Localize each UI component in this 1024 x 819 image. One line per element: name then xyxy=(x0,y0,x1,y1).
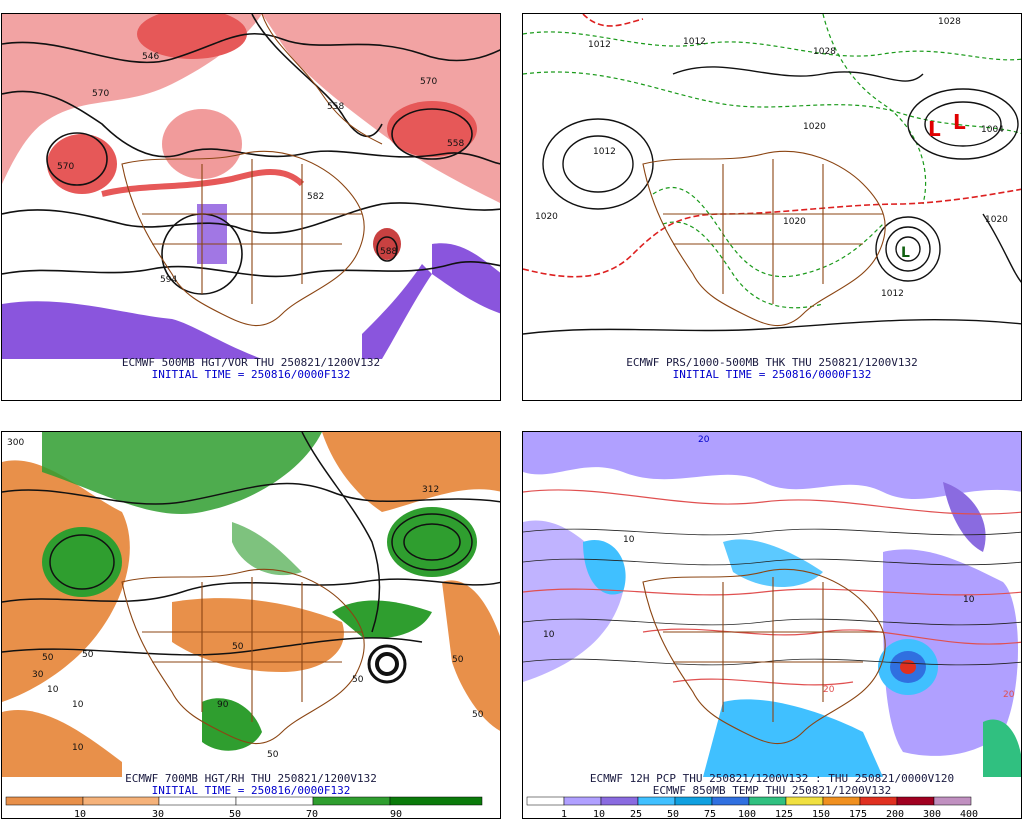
colorbar-tick: 10 xyxy=(593,809,605,819)
map-500mb: 546 570 558 570 558 582 570 594 588 xyxy=(2,14,500,359)
isobar-label: 1028 xyxy=(813,47,836,57)
rh-colorbar: 10 30 50 70 90 xyxy=(5,796,483,819)
contour-label: 300 xyxy=(7,438,24,448)
colorbar-tick: 25 xyxy=(630,809,642,819)
map-borders xyxy=(121,14,383,327)
contour-label: 20 xyxy=(1003,690,1015,700)
contour-label: 30 xyxy=(32,670,44,680)
contour-label: 570 xyxy=(57,162,74,172)
contour-label: 50 xyxy=(232,642,244,652)
contour-label: 588 xyxy=(380,247,397,257)
map-borders xyxy=(121,568,365,745)
colorbar-tick: 175 xyxy=(849,809,867,819)
initial-time: INITIAL TIME = 250816/0000F132 xyxy=(672,368,872,381)
thickness-contours-green xyxy=(523,14,1021,309)
isobar-label: 1028 xyxy=(938,17,961,27)
contour-label: 10 xyxy=(72,700,84,710)
panel-precip-850mb-temp: 20 10 20 10 20 10 ECMWF 12H PCP THU 2508… xyxy=(522,431,1022,819)
isobar-label: 1012 xyxy=(683,37,706,47)
height-labels: 546 570 558 570 558 582 570 594 588 xyxy=(57,52,464,285)
colorbar-tick: 10 xyxy=(74,809,86,819)
low-pressure-marker: L xyxy=(928,117,941,141)
colorbar-tick: 100 xyxy=(738,809,756,819)
contour-label: 594 xyxy=(160,275,177,285)
contour-label: 570 xyxy=(420,77,437,87)
contour-label: 90 xyxy=(217,700,229,710)
contour-label: 582 xyxy=(307,192,324,202)
panel-500mb-hgt-vor: 546 570 558 570 558 582 570 594 588 ECMW… xyxy=(1,13,501,401)
temperature-labels: 20 10 20 10 20 10 xyxy=(543,435,1015,700)
initial-time: INITIAL TIME = 250816/0000F132 xyxy=(151,368,351,381)
isobar-label: 1020 xyxy=(803,122,826,132)
panel-title: ECMWF 500MB HGT/VOR THU 250821/1200V132 xyxy=(121,356,381,369)
contour-label: 50 xyxy=(82,650,94,660)
isobar-label: 1020 xyxy=(535,212,558,222)
contour-label: 10 xyxy=(47,685,59,695)
isobars xyxy=(523,66,1021,335)
isobar-label: 1004 xyxy=(981,125,1004,135)
contour-label: 10 xyxy=(963,595,975,605)
map-mslp: 1012 1012 1020 1020 1028 1012 1020 1004 … xyxy=(523,14,1021,359)
precip-shading xyxy=(523,432,1021,777)
map-700mb: 300 50 50 10 30 50 10 50 312 50 90 50 50… xyxy=(2,432,500,777)
colorbar-tick: 300 xyxy=(923,809,941,819)
panel-title: ECMWF 12H PCP THU 250821/1200V132 : THU … xyxy=(589,772,955,785)
panel-700mb-hgt-rh: 300 50 50 10 30 50 10 50 312 50 90 50 50… xyxy=(1,431,501,819)
height-labels: 300 50 50 10 30 50 10 50 312 50 90 50 50… xyxy=(7,438,484,760)
map-borders xyxy=(642,150,886,327)
map-borders xyxy=(642,568,886,745)
panel-title: ECMWF PRS/1000-500MB THK THU 250821/1200… xyxy=(626,356,918,369)
colorbar-tick: 30 xyxy=(152,809,164,819)
contour-label: 20 xyxy=(698,435,710,445)
low-pressure-marker: L xyxy=(901,245,910,261)
contour-label: 312 xyxy=(422,485,439,495)
colorbar-tick: 200 xyxy=(886,809,904,819)
contour-label: 50 xyxy=(42,653,54,663)
colorbar-tick: 400 xyxy=(960,809,978,819)
contour-label: 10 xyxy=(623,535,635,545)
colorbar-tick: 90 xyxy=(390,809,402,819)
low-pressure-marker: L xyxy=(953,110,966,134)
initial-time: INITIAL TIME = 250816/0000F132 xyxy=(151,784,351,797)
isobar-label: 1012 xyxy=(588,40,611,50)
isobar-label: 1012 xyxy=(881,289,904,299)
contour-label: 558 xyxy=(447,139,464,149)
colorbar-tick: 150 xyxy=(812,809,830,819)
contour-label: 570 xyxy=(92,89,109,99)
contour-label: 10 xyxy=(543,630,555,640)
isobar-label: 1012 xyxy=(593,147,616,157)
contour-label: 50 xyxy=(452,655,464,665)
colorbar-tick: 50 xyxy=(667,809,679,819)
rh-shading xyxy=(2,432,500,777)
panel-mslp-thickness: 1012 1012 1020 1020 1028 1012 1020 1004 … xyxy=(522,13,1022,401)
contour-label: 10 xyxy=(72,743,84,753)
map-precip: 20 10 20 10 20 10 xyxy=(523,432,1021,777)
panel-subtitle: ECMWF 850MB TEMP THU 250821/1200V132 xyxy=(652,784,892,797)
contour-label: 20 xyxy=(823,685,835,695)
precip-colorbar: 1 10 25 50 75 100 125 150 175 200 300 40… xyxy=(526,796,978,819)
contour-label: 50 xyxy=(472,710,484,720)
isobar-label: 1020 xyxy=(985,215,1008,225)
panel-title: ECMWF 700MB HGT/RH THU 250821/1200V132 xyxy=(125,772,377,785)
colorbar-tick: 1 xyxy=(561,809,567,819)
isobar-labels: 1012 1012 1020 1020 1028 1012 1020 1004 … xyxy=(535,17,1008,299)
contour-label: 50 xyxy=(352,675,364,685)
vorticity-shading xyxy=(2,14,500,260)
height-contours xyxy=(2,432,500,684)
colorbar-tick: 70 xyxy=(306,809,318,819)
contour-label: 558 xyxy=(327,102,344,112)
colorbar-tick: 125 xyxy=(775,809,793,819)
isobar-label: 1020 xyxy=(783,217,806,227)
colorbar-tick: 50 xyxy=(229,809,241,819)
colorbar-tick: 75 xyxy=(704,809,716,819)
contour-label: 50 xyxy=(267,750,279,760)
contour-label: 546 xyxy=(142,52,159,62)
